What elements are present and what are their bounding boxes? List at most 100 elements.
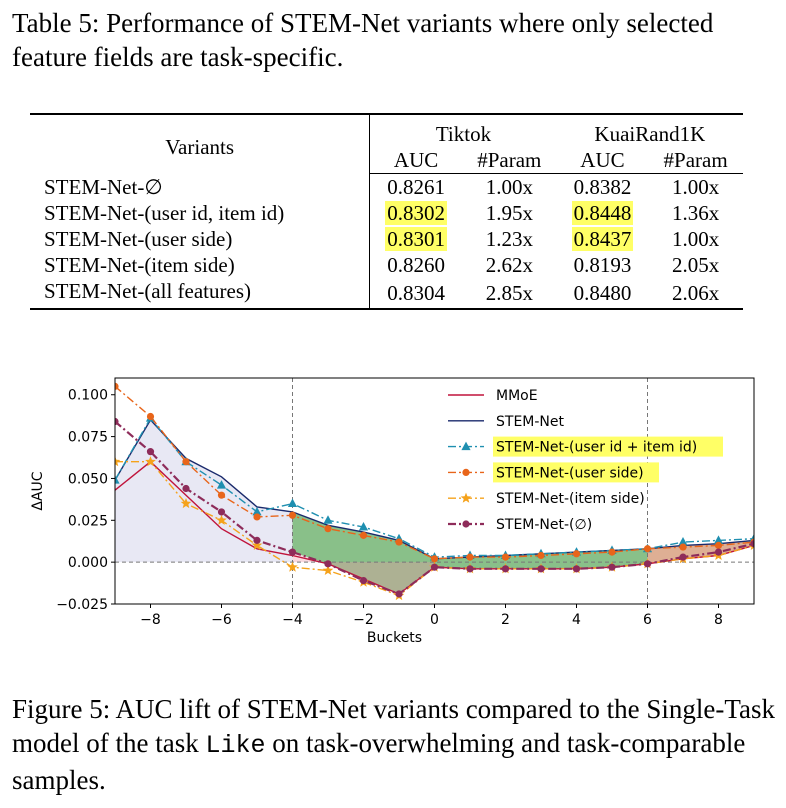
data-point: [643, 545, 652, 553]
data-point: [608, 563, 616, 571]
data-point: [678, 537, 688, 546]
data-point: [324, 560, 332, 568]
x-tick-label: −2: [353, 612, 374, 628]
data-point: [608, 548, 616, 556]
auc-cell: 0.8448: [557, 200, 649, 226]
auc-cell: 0.8193: [557, 252, 649, 278]
data-point: [358, 521, 369, 531]
data-point: [115, 456, 121, 467]
data-point: [395, 538, 403, 546]
data-point: [217, 508, 226, 516]
data-point: [572, 550, 581, 558]
param-cell: 1.00x: [648, 174, 743, 201]
cell-value: 2.05x: [671, 253, 720, 277]
variant-name-cell: STEM-Net-(item side): [30, 252, 371, 278]
data-point: [216, 480, 227, 489]
x-tick-label: −8: [140, 612, 161, 628]
subheader-auc: AUC: [369, 147, 462, 174]
data-point: [180, 497, 192, 509]
cell-value: 2.62x: [485, 253, 533, 277]
cell-value: 1.00x: [671, 175, 720, 199]
cell-value: 0.8448: [571, 201, 634, 225]
cell-value: 2.06x: [671, 281, 720, 305]
shade-region-middle: [292, 511, 435, 594]
data-point: [145, 456, 156, 467]
data-point: [253, 513, 261, 521]
data-point: [714, 548, 723, 556]
table-row: STEM-Net-(user id, item id) 0.8302 1.95x 0.…: [30, 200, 743, 226]
subheader-param: #Param: [648, 147, 743, 174]
auc-cell: 0.8302: [370, 200, 462, 226]
legend-highlight: [493, 462, 659, 483]
data-point: [115, 475, 120, 484]
param-cell: 1.00x: [462, 174, 557, 201]
legend-marker: [461, 441, 471, 451]
data-point: [287, 498, 298, 508]
data-point: [115, 417, 119, 426]
data-point: [253, 536, 261, 544]
variant-name-cell: STEM-Net-∅: [30, 173, 371, 200]
param-cell: 1.23x: [462, 226, 557, 252]
data-point: [714, 541, 723, 550]
cell-value: 0.8302: [385, 201, 447, 225]
data-point: [501, 553, 510, 561]
table-row: STEM-Net-∅ 0.8261 1.00x 0.8382 1.00x: [30, 173, 743, 201]
legend-marker: [460, 492, 472, 503]
legend-label: STEM-Net-(∅): [496, 517, 592, 533]
y-axis-label: ΔAUC: [30, 471, 46, 510]
cell-value: 0.8382: [573, 175, 632, 199]
data-point: [466, 565, 474, 573]
auc-cell: 0.8437: [557, 226, 649, 252]
cell-value: 0.8260: [387, 253, 445, 277]
x-axis-label: Buckets: [367, 630, 422, 646]
data-point: [288, 511, 297, 519]
data-point: [323, 515, 333, 524]
group-header-kuairand: KuaiRand1K: [556, 113, 743, 147]
y-tick-label: 0.100: [68, 388, 108, 404]
param-cell: 2.62x: [462, 252, 557, 278]
data-point: [643, 560, 652, 568]
cell-value: 1.00x: [671, 227, 720, 251]
group-header-tiktok: Tiktok: [369, 113, 557, 147]
data-point: [182, 484, 190, 493]
series-5: [115, 417, 754, 598]
data-point: [115, 382, 119, 390]
data-point: [679, 553, 687, 561]
data-point: [252, 506, 262, 516]
data-point: [146, 448, 155, 456]
data-point: [572, 565, 581, 573]
cell-value: 0.8261: [387, 175, 445, 199]
legend-marker: [462, 520, 470, 528]
cell-value: 0.8437: [571, 227, 634, 251]
data-point: [430, 563, 439, 571]
data-point: [182, 458, 190, 466]
x-tick-label: 2: [501, 612, 510, 628]
data-point: [395, 590, 403, 598]
cell-value: 1.23x: [485, 227, 533, 251]
x-tick-label: −6: [211, 612, 232, 628]
legend-label: MMoE: [496, 388, 538, 404]
y-tick-label: 0.075: [68, 430, 108, 446]
table-caption: Table 5: Performance of STEM-Net variant…: [12, 8, 714, 72]
param-cell: 2.85x: [461, 278, 557, 310]
data-point: [679, 543, 687, 551]
y-tick-label: 0.000: [68, 555, 108, 571]
param-cell: 2.06x: [648, 278, 743, 310]
legend-label: STEM-Net-(user id + item id): [496, 440, 697, 456]
table-row: STEM-Net-(item side) 0.8260 2.62x 0.8193 2.0…: [30, 252, 743, 278]
cell-value: 2.85x: [485, 281, 533, 305]
legend-label: STEM-Net-(user side): [496, 465, 644, 481]
data-point: [430, 555, 439, 563]
data-point: [713, 535, 724, 544]
figure-caption: Figure 5: AUC lift of STEM-Net variants …: [12, 694, 775, 795]
variant-name-cell: STEM-Net-(all features): [30, 278, 371, 310]
shade-region-left: [115, 419, 293, 563]
variants-header: Variants: [30, 113, 371, 174]
legend-label: STEM-Net-(item side): [496, 491, 645, 507]
x-tick-label: −4: [282, 612, 303, 628]
data-point: [501, 565, 510, 573]
data-point: [466, 553, 474, 561]
results-table: Variants Tiktok KuaiRand1K AUC #Param AU…: [30, 113, 743, 310]
auc-cell: 0.8480: [556, 278, 649, 310]
param-cell: 1.36x: [648, 200, 743, 226]
